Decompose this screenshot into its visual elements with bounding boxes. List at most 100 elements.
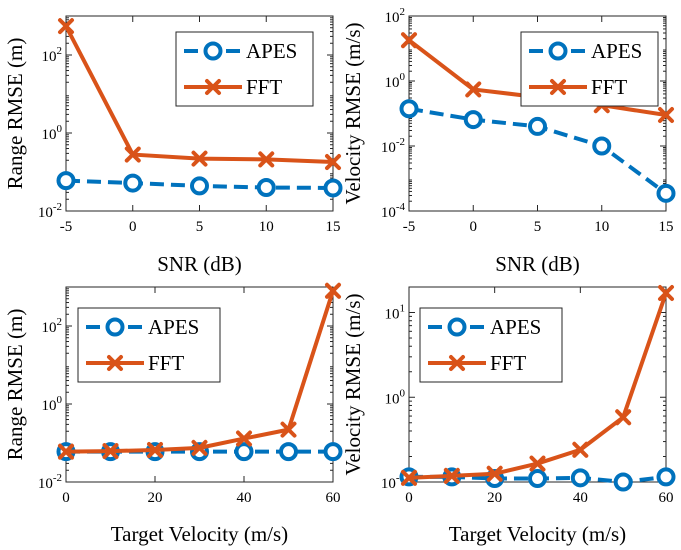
data-point-fft (280, 421, 297, 438)
legend-marker-apes (203, 41, 223, 61)
y-tick-label: 101 (385, 303, 406, 323)
data-point-apes (234, 442, 254, 462)
series-fft (401, 284, 674, 486)
series-fft (58, 18, 341, 171)
plot-area (65, 286, 334, 483)
legend-box (419, 307, 563, 383)
x-tick-label: 10 (594, 219, 609, 235)
series-apes (399, 99, 676, 203)
data-point-fft (191, 150, 208, 167)
data-point-apes (528, 468, 547, 488)
x-tick-label: 60 (659, 490, 674, 506)
x-axis-title: Target Velocity (m/s) (449, 522, 626, 546)
data-point-fft (572, 441, 589, 458)
y-tick-label: 100 (42, 123, 63, 143)
data-point-apes (190, 176, 209, 196)
data-point-fft (443, 467, 460, 484)
x-tick-label: 10 (259, 219, 274, 235)
legend-label-apes: APES (591, 39, 642, 63)
data-point-apes (123, 173, 143, 193)
data-point-apes (323, 442, 343, 462)
data-point-apes (613, 472, 633, 492)
legend-label-fft: FFT (591, 75, 627, 99)
data-point-fft (325, 154, 341, 171)
legend-marker-apes (548, 41, 568, 61)
data-point-fft (486, 465, 503, 482)
data-point-fft (58, 18, 74, 35)
x-tick-label: 0 (129, 219, 137, 235)
data-point-fft (236, 430, 252, 447)
data-point-apes (256, 178, 276, 198)
y-tick-label: 10-2 (381, 136, 405, 156)
legend-box (175, 31, 314, 107)
x-tick-label: 5 (534, 219, 542, 235)
x-tick-label: 0 (62, 490, 70, 506)
data-point-fft (658, 284, 674, 301)
data-point-fft (147, 442, 163, 459)
legend-marker-fft (449, 355, 465, 371)
y-axis-title: Range RMSE (m) (3, 38, 27, 190)
data-point-fft (615, 409, 632, 426)
series-apes (399, 467, 676, 492)
legend-marker-fft (205, 79, 221, 95)
legend-label-apes: APES (246, 39, 297, 63)
data-point-fft (191, 439, 208, 456)
data-point-fft (658, 106, 674, 123)
legend-marker-fft (550, 79, 566, 95)
series-apes (56, 171, 343, 198)
y-axis-title: Velocity RMSE (m/s) (341, 22, 365, 204)
chart-panel-2: 10-4 10-2 100 102 -5 0 5 10 15 SNR (dB) Velocity R… (341, 6, 676, 276)
legend-marker-apes (447, 317, 467, 337)
legend-label-fft: FFT (246, 75, 282, 99)
data-point-fft (102, 443, 119, 460)
data-point-apes (592, 136, 612, 156)
data-point-fft (258, 151, 275, 168)
legend: APES FFT (520, 31, 659, 107)
x-tick-label: 40 (573, 490, 588, 506)
data-point-apes (656, 183, 676, 203)
x-tick-label: 60 (326, 490, 341, 506)
y-tick-label: 102 (42, 316, 63, 336)
data-point-apes (399, 99, 419, 119)
data-point-apes (528, 116, 547, 136)
data-point-apes (279, 442, 298, 462)
chart-panel-1: 10-2 100 102 -5 0 5 10 15 SNR (dB) Range RMSE (m)… (3, 15, 343, 276)
y-tick-label: 10-2 (38, 201, 62, 221)
legend: APES FFT (175, 31, 314, 107)
legend: APES FFT (419, 307, 563, 383)
y-axis-title: Range RMSE (m) (3, 309, 27, 461)
chart-panel-3: 10-2 100 102 0 20 40 60 Target Velocity (m/s) Ra… (3, 282, 343, 546)
y-tick-label: 102 (385, 6, 406, 26)
x-tick-label: 0 (405, 490, 413, 506)
legend-marker-apes (105, 317, 125, 337)
x-tick-label: -5 (403, 219, 416, 235)
y-tick-label: 10-2 (38, 472, 62, 492)
x-tick-label: 5 (196, 219, 204, 235)
data-point-fft (401, 32, 417, 49)
legend-box (77, 307, 221, 383)
legend-label-apes: APES (148, 315, 199, 339)
data-point-apes (56, 171, 76, 191)
data-point-apes (570, 468, 590, 488)
y-tick-label: 100 (42, 394, 63, 414)
data-point-fft (529, 455, 546, 472)
x-tick-label: 15 (659, 219, 674, 235)
x-tick-label: -5 (60, 219, 73, 235)
data-point-fft (401, 469, 417, 486)
x-tick-label: 20 (148, 490, 163, 506)
x-axis-title: SNR (dB) (495, 252, 580, 276)
data-point-apes (463, 110, 483, 130)
data-point-fft (124, 146, 141, 163)
data-point-apes (656, 467, 676, 487)
x-axis-title: Target Velocity (m/s) (111, 522, 288, 546)
legend-box (520, 31, 659, 107)
y-axis-title: Velocity RMSE (m/s) (341, 293, 365, 475)
x-tick-label: 20 (487, 490, 502, 506)
data-point-apes (323, 178, 343, 198)
x-tick-label: 15 (326, 219, 341, 235)
legend-label-fft: FFT (490, 351, 526, 375)
data-point-fft (465, 81, 482, 98)
series-fft (58, 282, 341, 460)
y-tick-label: 10-4 (381, 201, 406, 221)
